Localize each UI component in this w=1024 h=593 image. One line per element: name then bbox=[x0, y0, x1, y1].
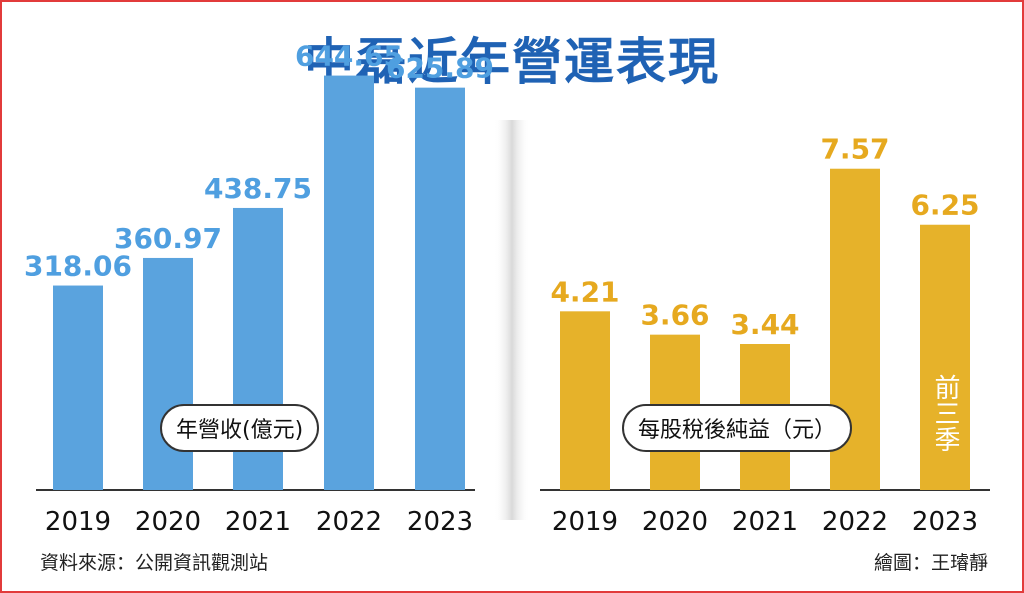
revenue-bar-2020 bbox=[143, 257, 193, 490]
revenue-value-label-2019: 318.06 bbox=[24, 250, 132, 283]
eps-tick-label-2019: 2019 bbox=[552, 507, 618, 537]
revenue-value-label-2022: 644.65 bbox=[295, 40, 403, 73]
revenue-tick-label-2022: 2022 bbox=[316, 507, 382, 537]
bar-note-first-three-quarters: 前三季 bbox=[930, 374, 960, 452]
eps-tick-label-2022: 2022 bbox=[822, 507, 888, 537]
revenue-tick-label-2020: 2020 bbox=[135, 507, 201, 537]
panel-separator bbox=[494, 120, 530, 520]
eps-tick-label-2020: 2020 bbox=[642, 507, 708, 537]
eps-bar-2023 bbox=[920, 224, 970, 490]
eps-value-label-2022: 7.57 bbox=[820, 133, 889, 166]
eps-value-label-2020: 3.66 bbox=[640, 299, 709, 332]
revenue-bar-2019 bbox=[53, 285, 103, 490]
graphic-credit: 繪圖：王璿靜 bbox=[873, 552, 988, 574]
eps-value-label-2021: 3.44 bbox=[730, 308, 799, 341]
revenue-legend-label: 年營收(億元) bbox=[160, 404, 320, 452]
revenue-bar-2022 bbox=[324, 75, 374, 490]
eps-value-label-2023: 6.25 bbox=[910, 189, 979, 222]
revenue-tick-label-2021: 2021 bbox=[225, 507, 291, 537]
revenue-tick-label-2023: 2023 bbox=[407, 507, 473, 537]
data-source: 資料來源：公開資訊觀測站 bbox=[40, 552, 269, 574]
revenue-tick-label-2019: 2019 bbox=[45, 507, 111, 537]
revenue-value-label-2020: 360.97 bbox=[114, 222, 222, 255]
revenue-value-label-2021: 438.75 bbox=[204, 172, 312, 205]
eps-tick-label-2023: 2023 bbox=[912, 507, 978, 537]
eps-value-label-2019: 4.21 bbox=[550, 275, 619, 308]
eps-legend-label: 每股稅後純益（元） bbox=[622, 404, 853, 452]
eps-tick-label-2021: 2021 bbox=[732, 507, 798, 537]
revenue-value-label-2023: 625.89 bbox=[386, 52, 494, 85]
revenue-bar-2023 bbox=[415, 87, 465, 490]
eps-bar-2019 bbox=[560, 311, 610, 490]
